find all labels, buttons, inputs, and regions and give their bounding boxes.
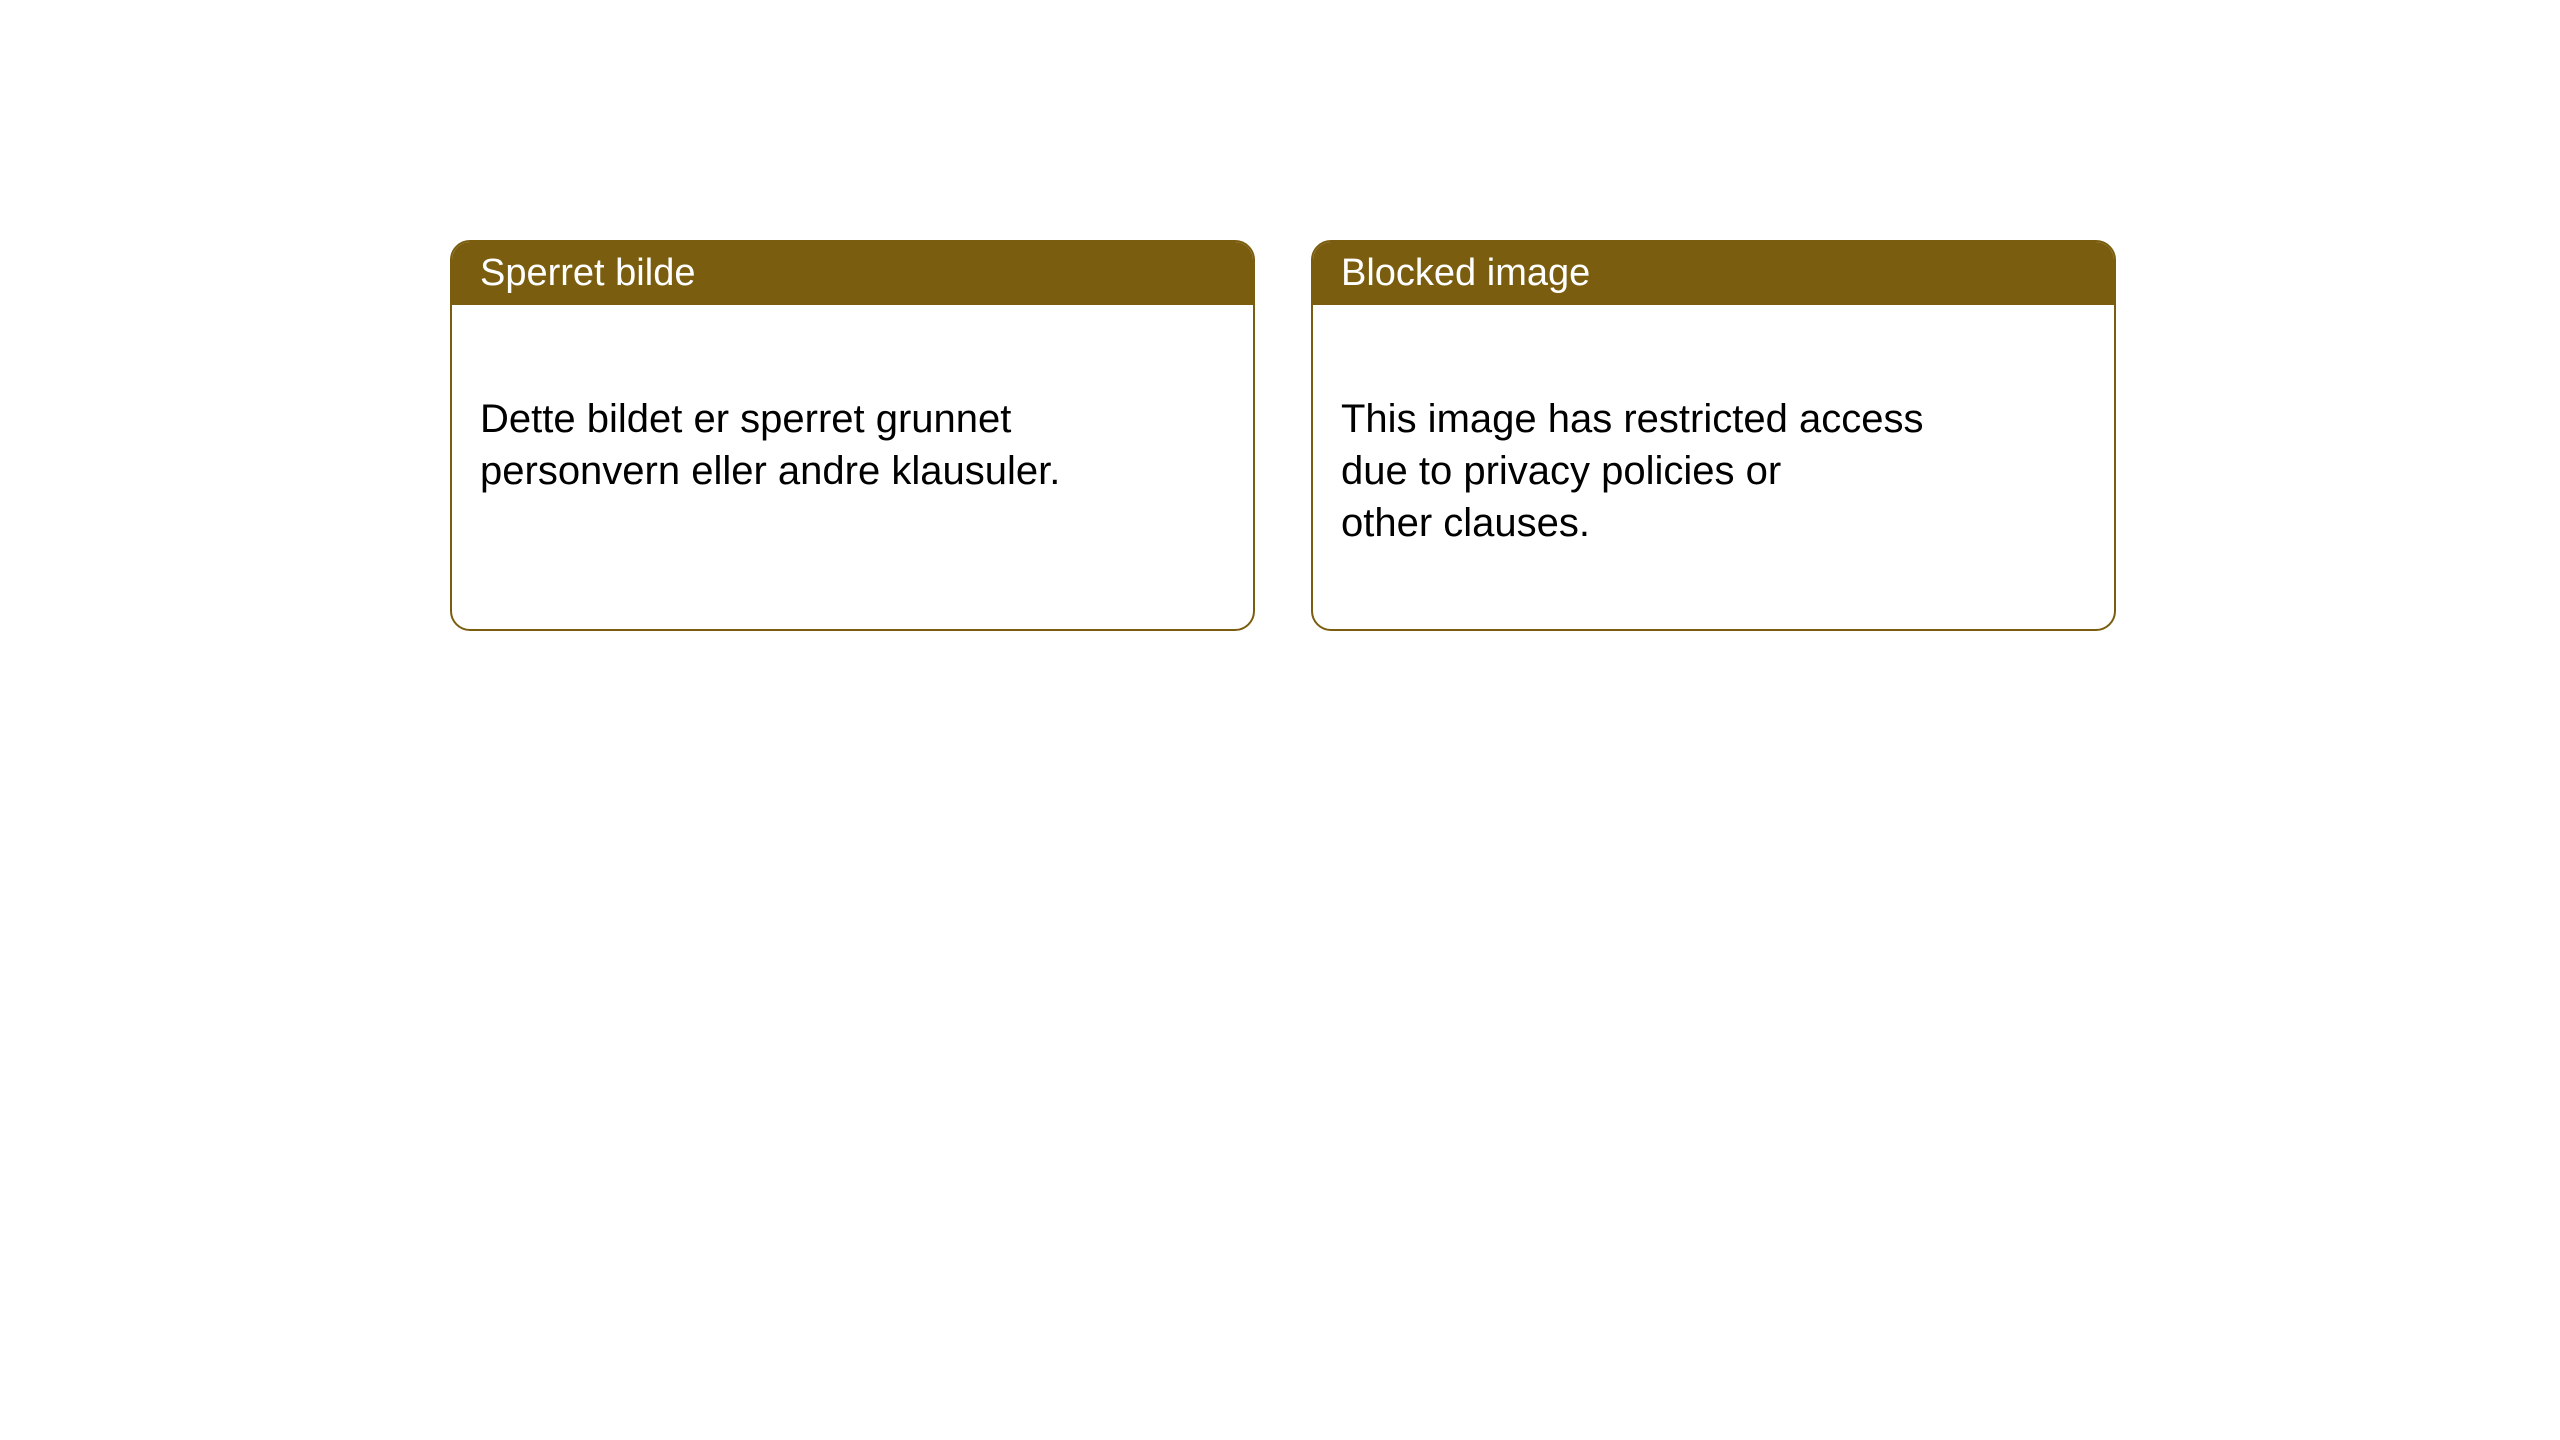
notice-cards-row: Sperret bilde Dette bildet er sperret gr… bbox=[450, 240, 2116, 631]
notice-card-english: Blocked image This image has restricted … bbox=[1311, 240, 2116, 631]
notice-title: Sperret bilde bbox=[480, 252, 695, 294]
notice-header: Sperret bilde bbox=[452, 242, 1253, 305]
notice-header: Blocked image bbox=[1313, 242, 2114, 305]
notice-title: Blocked image bbox=[1341, 252, 1590, 294]
notice-body-text: This image has restricted access due to … bbox=[1341, 397, 1923, 545]
notice-body-text: Dette bildet er sperret grunnet personve… bbox=[480, 397, 1060, 493]
notice-body: Dette bildet er sperret grunnet personve… bbox=[452, 305, 1253, 577]
notice-card-norwegian: Sperret bilde Dette bildet er sperret gr… bbox=[450, 240, 1255, 631]
notice-body: This image has restricted access due to … bbox=[1313, 305, 2114, 629]
